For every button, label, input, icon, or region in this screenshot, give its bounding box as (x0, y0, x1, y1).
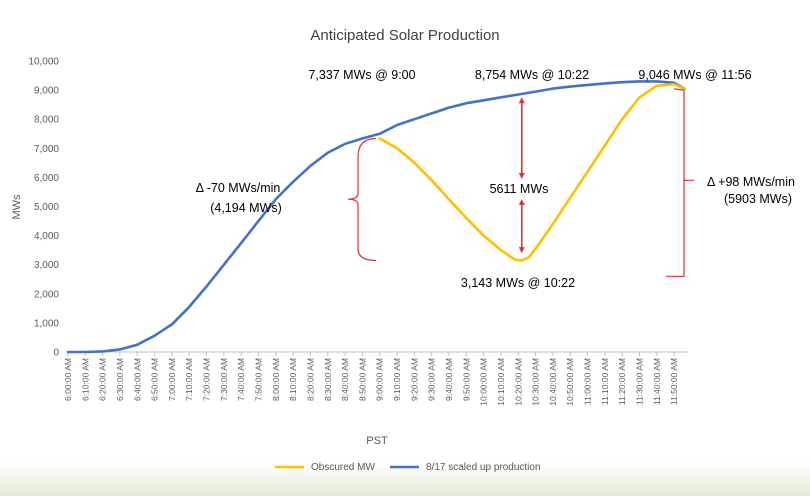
x-tick-label: 9:10:00 AM (392, 358, 402, 401)
x-tick-label: 8:10:00 AM (288, 358, 298, 401)
x-tick-label: 6:20:00 AM (98, 358, 108, 401)
x-tick-label: 11:20:00 AM (617, 358, 627, 405)
annotation-7337-at-9: 7,337 MWs @ 9:00 (308, 68, 415, 82)
y-tick-label: 4,000 (34, 231, 59, 242)
bracket-right (666, 88, 694, 277)
x-tick-label: 7:10:00 AM (184, 358, 194, 401)
annotations: 7,337 MWs @ 9:00 8,754 MWs @ 10:22 9,046… (196, 68, 795, 290)
x-tick-label: 11:30:00 AM (635, 358, 645, 405)
x-tick-label: 7:50:00 AM (254, 358, 264, 401)
x-tick-label: 7:00:00 AM (167, 358, 177, 401)
x-tick-label: 10:20:00 AM (513, 358, 523, 406)
x-tick-label: 11:00:00 AM (583, 358, 593, 405)
chart-title: Anticipated Solar Production (310, 27, 499, 44)
x-tick-label: 10:00:00 AM (479, 358, 489, 406)
x-tick-label: 6:00:00 AM (63, 358, 73, 401)
x-tick-label: 10:50:00 AM (565, 358, 575, 406)
legend-label-scaled: 8/17 scaled up production (426, 462, 541, 473)
x-tick-label: 7:30:00 AM (219, 358, 229, 401)
x-tick-label: 8:40:00 AM (340, 358, 350, 401)
y-tick-label: 0 (53, 348, 59, 359)
series-line-scaled (66, 80, 686, 354)
x-tick-label: 6:40:00 AM (132, 358, 142, 401)
annotation-rate-down-total: (4,194 MWs) (210, 201, 282, 215)
y-tick-label: 10,000 (28, 57, 59, 68)
y-tick-label: 1,000 (34, 318, 59, 329)
x-tick-label: 8:30:00 AM (323, 358, 333, 401)
x-tick-label: 10:30:00 AM (531, 358, 541, 406)
x-tick-label: 9:00:00 AM (375, 358, 385, 401)
y-tick-label: 6,000 (34, 173, 59, 184)
series-layer (66, 80, 686, 354)
y-tick-label: 7,000 (34, 144, 59, 155)
x-tick-label: 8:20:00 AM (305, 358, 315, 401)
x-tick-label: 8:00:00 AM (271, 358, 281, 401)
x-tick-label: 6:50:00 AM (150, 358, 160, 401)
y-tick-label: 9,000 (34, 86, 59, 97)
annotation-gap: 5611 MWs (490, 182, 549, 196)
x-tick-label: 11:10:00 AM (600, 358, 610, 405)
y-tick-label: 8,000 (34, 115, 59, 126)
series-line-obscured (378, 83, 686, 262)
annotation-rate-up-total: (5903 MWs) (724, 192, 792, 206)
x-tick-label: 10:10:00 AM (496, 358, 506, 406)
x-tick-label: 6:30:00 AM (115, 358, 125, 401)
brace-left (347, 137, 377, 262)
annotation-9046-at-1156: 9,046 MWs @ 11:56 (638, 68, 751, 82)
x-tick-label: 8:50:00 AM (357, 358, 367, 401)
legend: Obscured MW 8/17 scaled up production (275, 462, 541, 473)
annotation-markers (347, 88, 694, 277)
axes: 0 1,000 2,000 3,000 4,000 5,000 6,000 7,000 8,00… (28, 57, 688, 406)
legend-label-obscured: Obscured MW (311, 462, 375, 473)
x-tick-label: 9:30:00 AM (427, 358, 437, 401)
x-tick-label: 11:40:00 AM (652, 358, 662, 405)
y-tick-label: 5,000 (34, 202, 59, 213)
annotation-rate-up: Δ +98 MWs/min (707, 175, 795, 189)
annotation-rate-down: Δ -70 MWs/min (196, 181, 281, 195)
x-tick-label: 7:40:00 AM (236, 358, 246, 401)
x-tick-label: 10:40:00 AM (548, 358, 558, 406)
annotation-8754-at-1022: 8,754 MWs @ 10:22 (475, 68, 589, 82)
annotation-3143-at-1022: 3,143 MWs @ 10:22 (461, 276, 575, 290)
x-tick-label: 9:50:00 AM (461, 358, 471, 401)
x-tick-label: 9:20:00 AM (409, 358, 419, 401)
x-tick-label: 9:40:00 AM (444, 358, 454, 401)
x-tick-label: 6:10:00 AM (80, 358, 90, 401)
y-tick-label: 2,000 (34, 289, 59, 300)
y-tick-label: 3,000 (34, 260, 59, 271)
x-tick-label: 7:20:00 AM (202, 358, 212, 401)
y-axis-label: MWs (11, 194, 23, 220)
x-axis-label: PST (366, 435, 388, 447)
x-tick-label: 11:50:00 AM (669, 358, 679, 405)
